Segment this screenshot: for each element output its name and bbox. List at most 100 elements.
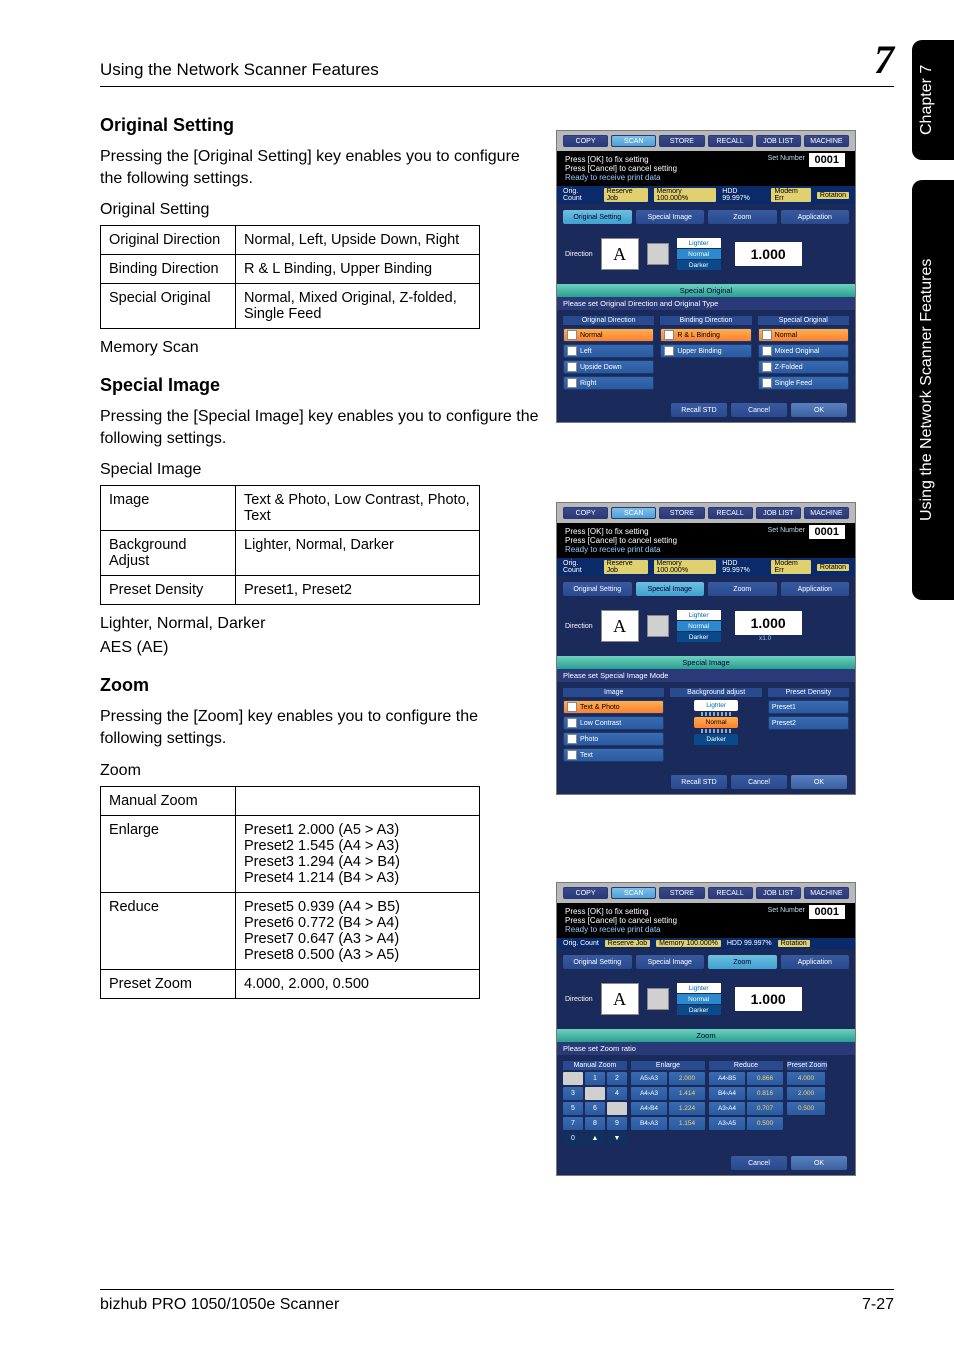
opt-dir-upside[interactable]: Upside Down (563, 360, 654, 374)
tab-copy[interactable]: COPY (563, 887, 608, 899)
keypad-6[interactable]: 6 (585, 1102, 605, 1115)
tab-scan[interactable]: SCAN (611, 887, 656, 899)
opt-spec-normal[interactable]: Normal (758, 328, 849, 342)
opt-bind-upper[interactable]: Upper Binding (660, 344, 751, 358)
midtab-special-image[interactable]: Special Image (636, 210, 705, 224)
preset-val[interactable]: 0.500 (787, 1102, 825, 1115)
tab-copy[interactable]: COPY (563, 507, 608, 519)
density-darker[interactable]: Darker (677, 260, 721, 270)
midtab-special-image[interactable]: Special Image (636, 955, 705, 969)
density-darker[interactable]: Darker (677, 1005, 721, 1015)
density-lighter[interactable]: Lighter (677, 983, 721, 993)
enl-label[interactable]: A4›A3 (631, 1087, 667, 1100)
recall-std-button[interactable]: Recall STD (671, 403, 727, 417)
tab-machine[interactable]: MACHINE (804, 135, 849, 147)
tab-machine[interactable]: MACHINE (804, 887, 849, 899)
density-normal[interactable]: Normal (677, 249, 721, 259)
tab-joblist[interactable]: JOB LIST (756, 135, 801, 147)
tab-copy[interactable]: COPY (563, 135, 608, 147)
opt-img-textphoto[interactable]: Text & Photo (563, 700, 664, 714)
tab-joblist[interactable]: JOB LIST (756, 887, 801, 899)
para-special-image: Pressing the [Special Image] key enables… (100, 406, 540, 449)
cancel-button[interactable]: Cancel (731, 1156, 787, 1170)
tab-joblist[interactable]: JOB LIST (756, 507, 801, 519)
density-lighter[interactable]: Lighter (677, 610, 721, 620)
keypad-3[interactable]: 3 (563, 1087, 583, 1100)
direction-preview: A (601, 238, 639, 270)
opt-dir-right[interactable]: Right (563, 376, 654, 390)
tab-store[interactable]: STORE (659, 507, 704, 519)
bgadj-darker[interactable]: Darker (694, 734, 738, 745)
keypad-icon[interactable] (585, 1087, 605, 1100)
density-normal[interactable]: Normal (677, 621, 721, 631)
preset-val[interactable]: 2.000 (787, 1087, 825, 1100)
keypad-8[interactable]: 8 (585, 1117, 605, 1130)
enl-label[interactable]: B4›A3 (631, 1117, 667, 1130)
keypad-2[interactable]: 2 (607, 1072, 627, 1085)
status-rotation: Rotation (817, 564, 849, 571)
cell: Lighter, Normal, Darker (236, 531, 480, 576)
keypad-icon[interactable] (607, 1102, 627, 1115)
opt-img-lowcontrast[interactable]: Low Contrast (563, 716, 664, 730)
keypad-down[interactable]: ▼ (607, 1132, 627, 1145)
midtab-zoom[interactable]: Zoom (708, 955, 777, 969)
opt-dir-left[interactable]: Left (563, 344, 654, 358)
tab-scan[interactable]: SCAN (611, 135, 656, 147)
opt-spec-zfold[interactable]: Z-Folded (758, 360, 849, 374)
img-icon (567, 734, 577, 744)
midtab-zoom[interactable]: Zoom (708, 210, 777, 224)
red-val: 0.500 (747, 1117, 783, 1130)
midtab-application[interactable]: Application (781, 210, 850, 224)
density-lighter[interactable]: Lighter (677, 238, 721, 248)
midtab-special-image[interactable]: Special Image (636, 582, 705, 596)
density-normal[interactable]: Normal (677, 994, 721, 1004)
keypad-up[interactable]: ▲ (585, 1132, 605, 1145)
opt-spec-mixed[interactable]: Mixed Original (758, 344, 849, 358)
ok-button[interactable]: OK (791, 403, 847, 417)
tab-store[interactable]: STORE (659, 887, 704, 899)
zoom-header-enlarge: Enlarge (631, 1061, 705, 1070)
enl-label[interactable]: A4›B4 (631, 1102, 667, 1115)
keypad-1[interactable]: 1 (585, 1072, 605, 1085)
bgadj-normal[interactable]: Normal (694, 717, 738, 728)
opt-preset2[interactable]: Preset2 (768, 716, 849, 730)
tab-machine[interactable]: MACHINE (804, 507, 849, 519)
red-label[interactable]: A3›A5 (709, 1117, 745, 1130)
red-label[interactable]: A4›B5 (709, 1072, 745, 1085)
opt-img-text[interactable]: Text (563, 748, 664, 762)
opt-spec-single[interactable]: Single Feed (758, 376, 849, 390)
ok-button[interactable]: OK (791, 775, 847, 789)
keypad-9[interactable]: 9 (607, 1117, 627, 1130)
midtab-original-setting[interactable]: Original Setting (563, 955, 632, 969)
keypad-4[interactable]: 4 (607, 1087, 627, 1100)
cancel-button[interactable]: Cancel (731, 775, 787, 789)
status-memory: Memory 100.000% (654, 188, 717, 202)
keypad-5[interactable]: 5 (563, 1102, 583, 1115)
tab-recall[interactable]: RECALL (708, 887, 753, 899)
midtab-application[interactable]: Application (781, 582, 850, 596)
opt-dir-normal[interactable]: Normal (563, 328, 654, 342)
midtab-original-setting[interactable]: Original Setting (563, 210, 632, 224)
midtab-original-setting[interactable]: Original Setting (563, 582, 632, 596)
opt-img-photo[interactable]: Photo (563, 732, 664, 746)
tab-scan[interactable]: SCAN (611, 507, 656, 519)
tab-store[interactable]: STORE (659, 135, 704, 147)
keypad-7[interactable]: 7 (563, 1117, 583, 1130)
tab-recall[interactable]: RECALL (708, 135, 753, 147)
keypad-icon[interactable] (563, 1072, 583, 1085)
tab-recall[interactable]: RECALL (708, 507, 753, 519)
red-label[interactable]: B4›A4 (709, 1087, 745, 1100)
midtab-application[interactable]: Application (781, 955, 850, 969)
ok-button[interactable]: OK (791, 1156, 847, 1170)
cancel-button[interactable]: Cancel (731, 403, 787, 417)
recall-std-button[interactable]: Recall STD (671, 775, 727, 789)
midtab-zoom[interactable]: Zoom (708, 582, 777, 596)
opt-bind-rl[interactable]: R & L Binding (660, 328, 751, 342)
preset-val[interactable]: 4.000 (787, 1072, 825, 1085)
keypad-0[interactable]: 0 (563, 1132, 583, 1145)
red-label[interactable]: A3›A4 (709, 1102, 745, 1115)
density-darker[interactable]: Darker (677, 632, 721, 642)
bgadj-lighter[interactable]: Lighter (694, 700, 738, 711)
opt-preset1[interactable]: Preset1 (768, 700, 849, 714)
enl-label[interactable]: A5›A3 (631, 1072, 667, 1085)
